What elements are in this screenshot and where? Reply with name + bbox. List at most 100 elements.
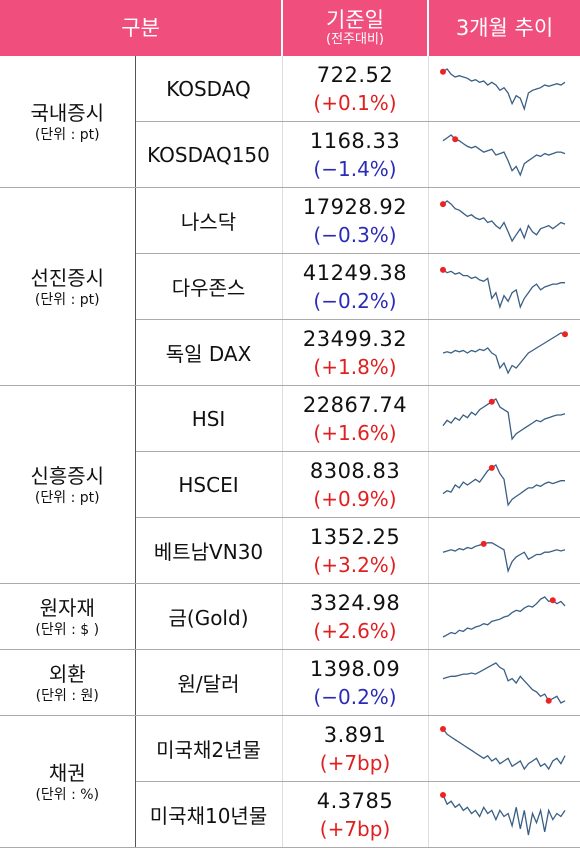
sparkline-path (442, 268, 566, 309)
trend-sparkline (442, 397, 566, 441)
value-cell: 8308.83 (+0.9%) (281, 451, 429, 518)
index-name: 독일 DAX (135, 319, 283, 386)
index-value: 17928.92 (302, 194, 408, 219)
category-unit: (단위 : pt) (34, 126, 100, 143)
value-cell: 1398.09 (−0.2%) (281, 649, 429, 716)
sparkline-path (442, 794, 566, 835)
index-value: 1352.25 (309, 524, 401, 549)
category-name: 신흥증시 (30, 463, 105, 488)
category-cell: 선진증시 (단위 : pt) (0, 187, 136, 386)
index-name: 미국채2년물 (135, 715, 283, 782)
trend-sparkline (440, 725, 566, 770)
index-value: 23499.32 (302, 326, 408, 351)
index-value: 3.891 (323, 722, 387, 747)
index-value: 3324.98 (309, 590, 401, 615)
trend-sparkline-cell (427, 385, 580, 452)
category-unit: (단위 : %) (35, 786, 100, 803)
sparkline-path (442, 728, 566, 770)
table-row: 원자재 (단위 : $ ) 금(Gold) 3324.98 (+2.6%) (0, 583, 580, 650)
index-value: 4.3785 (316, 788, 394, 813)
trend-sparkline-cell (427, 253, 580, 320)
index-value: 22867.74 (302, 392, 408, 417)
trend-sparkline-cell (427, 649, 580, 716)
trend-sparkline-cell (427, 56, 580, 122)
sparkline-marker (440, 791, 447, 798)
sparkline-marker (440, 725, 447, 732)
header-date: 기준일 (전주대비) (282, 0, 430, 56)
index-name: KOSDAQ (135, 56, 283, 122)
index-value: 41249.38 (302, 260, 408, 285)
index-name: 원/달러 (135, 649, 283, 716)
table-row: 미국채10년물 4.3785 (+7bp) (0, 781, 580, 848)
sparkline-marker (545, 697, 552, 704)
value-cell: 41249.38 (−0.2%) (281, 253, 429, 320)
index-name: 금(Gold) (135, 583, 283, 650)
index-value: 1398.09 (309, 656, 401, 681)
weekly-change: (−0.2%) (313, 684, 397, 709)
value-cell: 22867.74 (+1.6%) (281, 385, 429, 452)
category-cell: 국내증시 (단위 : pt) (0, 56, 136, 188)
category-name: 채권 (48, 760, 86, 785)
table-row: 다우존스 41249.38 (−0.2%) (0, 253, 580, 320)
value-cell: 3.891 (+7bp) (281, 715, 429, 782)
category-cell: 채권 (단위 : %) (0, 715, 136, 848)
sparkline-path (442, 463, 566, 507)
table-row: 선진증시 (단위 : pt) 나스닥 17928.92 (−0.3%) (0, 187, 580, 386)
sparkline-marker (440, 68, 447, 75)
category-cell: 신흥증시 (단위 : pt) (0, 385, 136, 584)
sparkline-marker (452, 135, 459, 142)
sparkline-path (443, 331, 566, 375)
sparkline-path (442, 397, 566, 441)
table-row: 신흥증시 (단위 : pt) HSI 22867.74 (+1.6%) (0, 385, 580, 584)
trend-sparkline-cell (427, 583, 580, 650)
value-cell: 4.3785 (+7bp) (281, 781, 429, 848)
index-name: KOSDAQ150 (135, 121, 283, 188)
trend-sparkline-cell (427, 517, 580, 584)
table-row: 독일 DAX 23499.32 (+1.8%) (0, 319, 580, 386)
weekly-change: (−0.2%) (313, 288, 397, 313)
index-name: 베트남VN30 (135, 517, 283, 584)
value-cell: 722.52 (+0.1%) (281, 56, 429, 122)
index-name: HSCEI (135, 451, 283, 518)
value-cell: 23499.32 (+1.8%) (281, 319, 429, 386)
weekly-change: (+7bp) (319, 816, 391, 841)
value-cell: 1168.33 (−1.4%) (281, 121, 429, 188)
category-unit: (단위 : $ ) (35, 621, 100, 638)
value-cell: 3324.98 (+2.6%) (281, 583, 429, 650)
trend-sparkline (443, 540, 566, 573)
trend-sparkline-cell (427, 319, 580, 386)
sparkline-path (443, 541, 566, 573)
index-name: 미국채10년물 (135, 781, 283, 848)
table-row: 베트남VN30 1352.25 (+3.2%) (0, 517, 580, 584)
header-row: 구분 기준일 (전주대비) 3개월 추이 (0, 0, 580, 56)
category-unit: (단위 : pt) (34, 291, 100, 308)
category-unit: (단위 : 원) (35, 687, 99, 704)
sparkline-path (442, 199, 566, 242)
sparkline-marker (562, 330, 569, 337)
header-trend: 3개월 추이 (428, 0, 580, 56)
sparkline-marker (550, 596, 557, 603)
trend-sparkline-cell (427, 451, 580, 518)
index-name: 나스닥 (135, 187, 283, 254)
sparkline-path (443, 661, 566, 704)
weekly-change: (−0.3%) (313, 222, 397, 247)
table-row: KOSDAQ150 1168.33 (−1.4%) (0, 121, 580, 188)
category-cell: 외환 (단위 : 원) (0, 649, 136, 716)
value-cell: 1352.25 (+3.2%) (281, 517, 429, 584)
weekly-change: (+1.6%) (313, 420, 397, 445)
table-row: 국내증시 (단위 : pt) KOSDAQ 722.52 (+0.1%) (0, 56, 580, 188)
trend-sparkline (443, 661, 566, 704)
category-name: 원자재 (39, 595, 95, 620)
sparkline-marker (489, 398, 496, 405)
index-value: 1168.33 (309, 128, 401, 153)
table-body: 국내증시 (단위 : pt) KOSDAQ 722.52 (+0.1%) KOSDAQ15… (0, 56, 580, 848)
sparkline-marker (489, 464, 496, 471)
sparkline-path (442, 67, 566, 111)
sparkline-marker (480, 540, 487, 547)
trend-sparkline (440, 67, 566, 111)
trend-sparkline (440, 791, 566, 835)
category-name: 외환 (48, 661, 86, 686)
index-value: 722.52 (316, 62, 394, 87)
trend-sparkline-cell (427, 121, 580, 188)
